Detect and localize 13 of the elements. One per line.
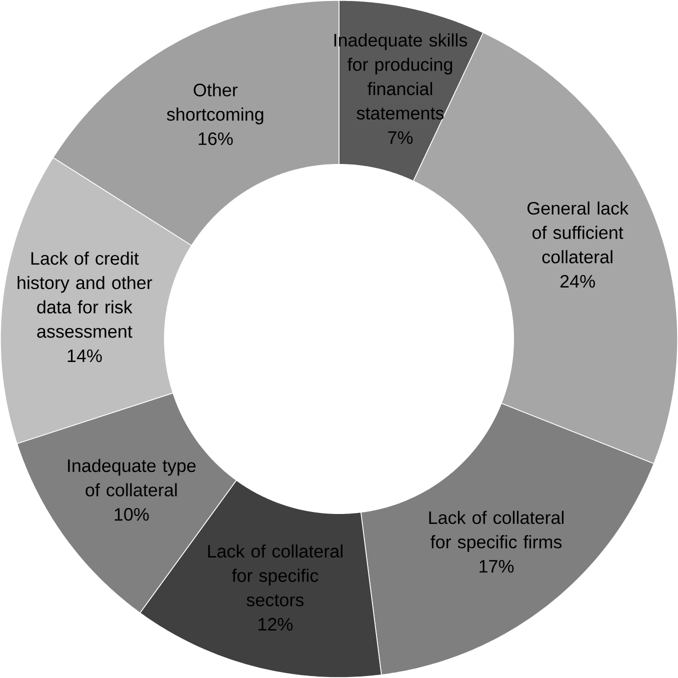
data-label: 12% bbox=[258, 618, 293, 631]
slice-label: Lack of collateral for specific sectors bbox=[208, 544, 342, 606]
slice-label: Lack of collateral for specific firms bbox=[429, 510, 564, 552]
data-label: 7% bbox=[388, 131, 413, 144]
slice-label: General lack of sufficient collateral bbox=[527, 201, 629, 264]
data-label: 17% bbox=[480, 560, 514, 573]
slice-label: Lack of credit history and other data for risk assessment bbox=[18, 252, 152, 338]
data-label: 10% bbox=[114, 508, 149, 521]
data-label: 16% bbox=[198, 132, 233, 146]
data-label: 24% bbox=[560, 274, 595, 288]
slice-label: Inadequate type of collateral bbox=[68, 458, 196, 496]
slice-label: Other shortcoming bbox=[166, 83, 264, 124]
data-label: 14% bbox=[68, 349, 102, 362]
